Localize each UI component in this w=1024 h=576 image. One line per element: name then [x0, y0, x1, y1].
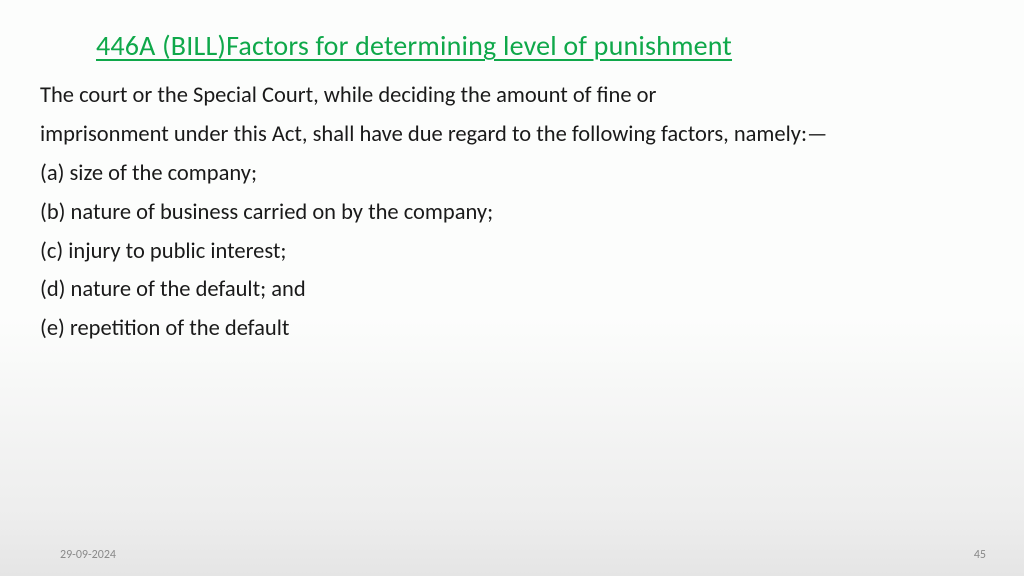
body-line: (d) nature of the default; and — [40, 273, 984, 308]
body-line: The court or the Special Court, while de… — [40, 79, 984, 114]
body-line: (b) nature of business carried on by the… — [40, 196, 984, 231]
footer-page-number: 45 — [974, 548, 986, 562]
body-line: (e) repetition of the default — [40, 312, 984, 347]
footer-date: 29-09-2024 — [60, 548, 116, 562]
slide-title: 446A (BILL)Factors for determining level… — [96, 28, 984, 63]
body-line: (c) injury to public interest; — [40, 235, 984, 270]
body-line: (a) size of the company; — [40, 157, 984, 192]
slide-container: 446A (BILL)Factors for determining level… — [0, 0, 1024, 576]
body-line: imprisonment under this Act, shall have … — [40, 118, 984, 153]
slide-body: The court or the Special Court, while de… — [40, 79, 984, 347]
